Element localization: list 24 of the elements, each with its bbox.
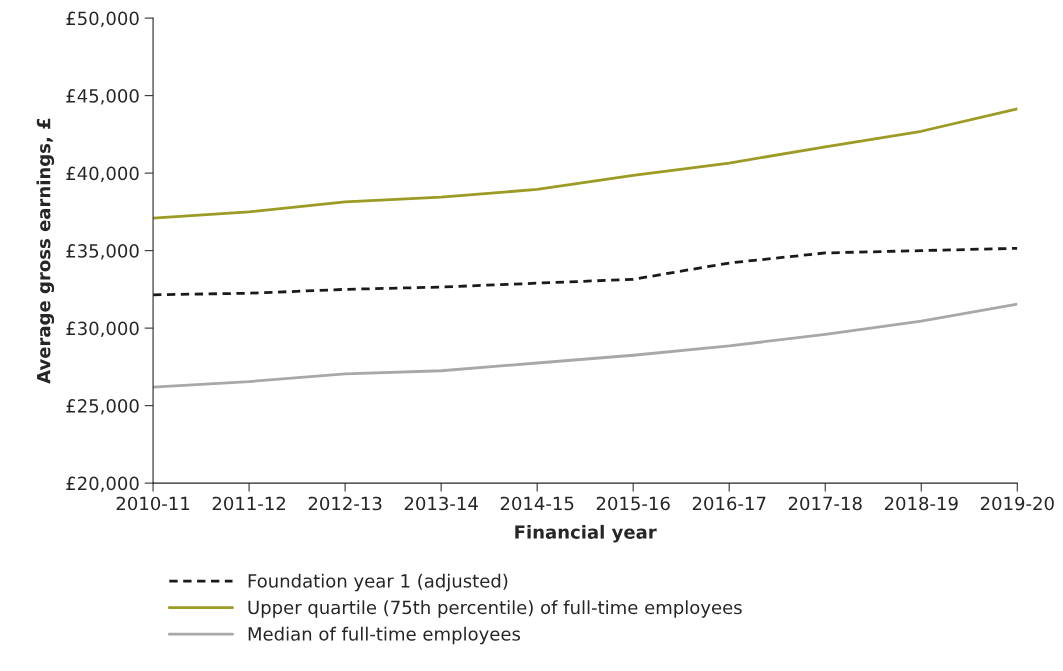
- y-tick-label: £30,000: [66, 321, 139, 338]
- y-tick-label: £20,000: [66, 476, 139, 493]
- x-tick-label: 2011-12: [212, 496, 286, 511]
- legend-label: Upper quartile (75th percentile) of full-time employees: [248, 600, 742, 618]
- y-tick-label: £50,000: [66, 11, 139, 28]
- x-axis-title: Financial year: [515, 524, 657, 543]
- line-series: [153, 302, 1018, 389]
- y-tick-label: £45,000: [66, 89, 139, 105]
- line-series: [153, 107, 1018, 220]
- x-tick-label: 2019-20: [980, 496, 1054, 511]
- y-tick-label: £40,000: [66, 166, 139, 183]
- y-tick-label: £35,000: [66, 244, 139, 260]
- x-tick-label: 2013-14: [404, 496, 478, 511]
- x-tick-label: 2015-16: [596, 496, 670, 511]
- legend-label: Median of full-time employees: [248, 626, 521, 645]
- x-tick-label: 2014-15: [500, 496, 574, 511]
- x-tick-label: 2012-13: [308, 496, 382, 511]
- x-tick-label: 2017-18: [788, 496, 862, 511]
- y-tick-label: £25,000: [66, 399, 139, 415]
- y-axis-title: Average gross earnings, £: [36, 118, 55, 384]
- x-tick-label: 2018-19: [884, 496, 958, 511]
- x-tick-label: 2016-17: [692, 496, 766, 511]
- legend-label: Foundation year 1 (adjusted): [248, 573, 508, 592]
- x-tick-label: 2010-11: [116, 496, 190, 511]
